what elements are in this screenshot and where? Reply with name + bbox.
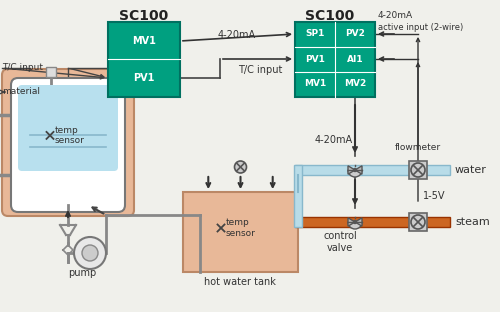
Text: active input (2-wire): active input (2-wire)	[378, 22, 463, 32]
Polygon shape	[355, 218, 362, 226]
Text: 4-20mA: 4-20mA	[218, 30, 256, 40]
Text: SC100: SC100	[306, 9, 354, 23]
Wedge shape	[348, 170, 362, 177]
Circle shape	[354, 221, 356, 223]
Circle shape	[354, 168, 356, 172]
Polygon shape	[348, 166, 355, 174]
Circle shape	[411, 163, 425, 177]
Polygon shape	[348, 218, 355, 226]
Text: MV2: MV2	[344, 80, 366, 89]
Circle shape	[234, 161, 246, 173]
Text: SP1: SP1	[306, 30, 324, 38]
Bar	[46, 67, 56, 77]
Text: AI1: AI1	[346, 55, 364, 64]
Bar	[295, 217, 450, 227]
FancyBboxPatch shape	[2, 69, 134, 216]
Text: MV1: MV1	[304, 80, 326, 89]
Text: material: material	[2, 87, 40, 96]
Bar	[295, 165, 450, 175]
Polygon shape	[355, 166, 362, 174]
Text: temp
sensor: temp sensor	[226, 218, 256, 238]
Bar	[295, 22, 375, 97]
Text: steam: steam	[455, 217, 490, 227]
Text: 4-20mA: 4-20mA	[378, 12, 413, 21]
Bar	[183, 192, 298, 272]
Text: T/C input: T/C input	[238, 65, 282, 75]
Text: water: water	[455, 165, 487, 175]
Text: control
valve: control valve	[323, 231, 357, 253]
Text: T/C input: T/C input	[2, 64, 43, 72]
Bar	[108, 22, 180, 97]
Text: PV2: PV2	[345, 30, 365, 38]
Text: PV1: PV1	[305, 55, 325, 64]
Text: hot water tank: hot water tank	[204, 277, 276, 287]
Text: 1-5V: 1-5V	[423, 191, 446, 201]
Circle shape	[411, 215, 425, 229]
Text: pump: pump	[68, 268, 96, 278]
Circle shape	[82, 245, 98, 261]
Text: PV1: PV1	[134, 73, 154, 83]
Text: 4-20mA: 4-20mA	[315, 135, 353, 145]
Text: flowmeter: flowmeter	[395, 144, 441, 153]
Text: temp
sensor: temp sensor	[55, 126, 85, 145]
FancyBboxPatch shape	[11, 78, 125, 212]
Circle shape	[74, 237, 106, 269]
FancyBboxPatch shape	[18, 85, 118, 171]
Wedge shape	[348, 222, 362, 229]
Bar	[294, 165, 302, 227]
Text: MV1: MV1	[132, 36, 156, 46]
Bar	[409, 161, 427, 179]
Bar	[409, 213, 427, 231]
Text: SC100: SC100	[120, 9, 168, 23]
